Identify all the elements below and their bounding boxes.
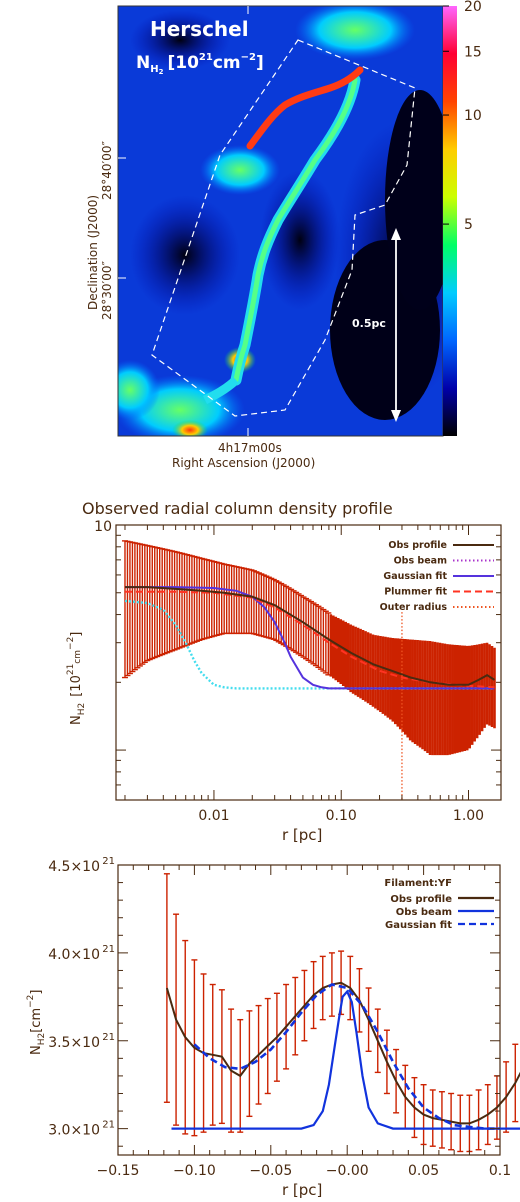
map-ytick-label-1: 28°40′00″	[100, 140, 114, 200]
radial-profile-xlabel: r [pc]	[282, 826, 322, 844]
map-ytick-label-2: 28°30′00″	[100, 260, 114, 320]
y-tick-label-exponent: 21	[102, 944, 115, 955]
radial-profile-ticks: 0.01 0.10 1.00 10	[94, 519, 501, 824]
radial-profile-errorbars	[121, 540, 496, 756]
colorbar	[443, 6, 457, 436]
y-tick-label-exponent: 21	[102, 1120, 115, 1131]
legend-label: Obs beam	[394, 556, 447, 567]
colorbar-tick-label: 15	[464, 44, 482, 60]
scale-bar	[391, 228, 401, 422]
x-tick-label: −0.00	[326, 1163, 369, 1179]
x-tick-label: −0.05	[249, 1163, 292, 1179]
map-quantity-label: NH2 [1021cm−2]	[136, 52, 264, 76]
radial-profile-frame	[115, 524, 502, 801]
radial-profile-title: Observed radial column density profile	[82, 499, 393, 518]
x-tick-label: 0.1	[489, 1163, 511, 1179]
svg-text:NH2[1021cm−2]: NH2[1021cm−2]	[136, 52, 264, 76]
filament-profile-errorbars	[163, 873, 519, 1153]
x-tick-label: 0.01	[198, 808, 229, 824]
series-line	[165, 981, 520, 1125]
y-tick-label-exponent: 21	[102, 1032, 115, 1043]
y-tick-label: 3.0×10	[48, 1123, 100, 1139]
map-xlabel: Right Ascension (J2000)	[172, 456, 315, 470]
legend-title: Filament:YF	[384, 878, 452, 889]
legend-label: Obs profile	[388, 540, 447, 551]
radial-profile-series	[124, 586, 496, 800]
map-title: Herschel	[150, 17, 249, 41]
colorbar-tick-label: 10	[464, 108, 482, 124]
svg-text:NH2[cm−2]: NH2[cm−2]	[26, 990, 47, 1055]
series-line	[193, 983, 500, 1130]
legend-label: Gaussian fit	[385, 920, 452, 931]
legend-label: Plummer fit	[384, 587, 447, 598]
y-tick-label: 3.5×10	[48, 1035, 100, 1051]
filament-profile-ylabel: NH2[cm−2]	[26, 990, 47, 1055]
x-tick-label: −0.15	[97, 1163, 140, 1179]
column-density-map: Herschel NH2 [1021cm−2] 0.5pc 4h17m00s Ri…	[86, 0, 482, 470]
map-image	[118, 6, 443, 436]
scale-bar-label: 0.5pc	[352, 317, 386, 330]
radial-profile-legend: Obs profile Obs beam Gaussian fit Plummer f…	[380, 540, 494, 613]
filament-profile-frame	[117, 864, 501, 1156]
filament-profile-chart: −0.15 −0.10 −0.05 −0.00 0.05 0.13.0×10 213.5×1…	[26, 856, 520, 1199]
colorbar-tick-label: 20	[464, 0, 482, 15]
x-tick-label: −0.10	[173, 1163, 216, 1179]
filament-profile-legend: Filament:YF Obs profile Obs beam Gaussian f…	[384, 878, 494, 931]
colorbar-tick-label: 5	[464, 217, 473, 233]
legend-label: Obs profile	[390, 894, 452, 905]
map-xtick-label: 4h17m00s	[218, 441, 282, 455]
filament-profile-ticks: −0.15 −0.10 −0.05 −0.00 0.05 0.13.0×10 213.5×1…	[48, 856, 511, 1179]
radial-profile-chart: Observed radial column density profile 0…	[66, 499, 502, 844]
filament-profile-xlabel: r [pc]	[282, 1181, 322, 1199]
series-line	[171, 989, 520, 1130]
legend-label: Obs beam	[396, 907, 452, 918]
legend-label: Gaussian fit	[383, 571, 447, 582]
radial-profile-ylabel: NH2[1021cm−2]	[66, 632, 87, 725]
series-line	[125, 586, 496, 686]
x-tick-label: 0.05	[408, 1163, 439, 1179]
x-tick-label: 0.10	[326, 808, 357, 824]
x-tick-label: 1.00	[453, 808, 484, 824]
colorbar-ticks: 20 15 10 5	[443, 0, 482, 233]
y-tick-label-exponent: 21	[102, 856, 115, 867]
y-tick-label: 4.5×10	[48, 859, 100, 875]
map-ylabel: Declination (J2000)	[86, 195, 100, 310]
filament-profile-series	[165, 981, 520, 1130]
y-tick-label: 4.0×10	[48, 947, 100, 963]
series-line	[125, 586, 495, 690]
legend-label: Outer radius	[380, 602, 448, 613]
svg-text:NH2[1021cm−2]: NH2[1021cm−2]	[66, 632, 87, 725]
y-tick-label: 10	[94, 519, 112, 535]
